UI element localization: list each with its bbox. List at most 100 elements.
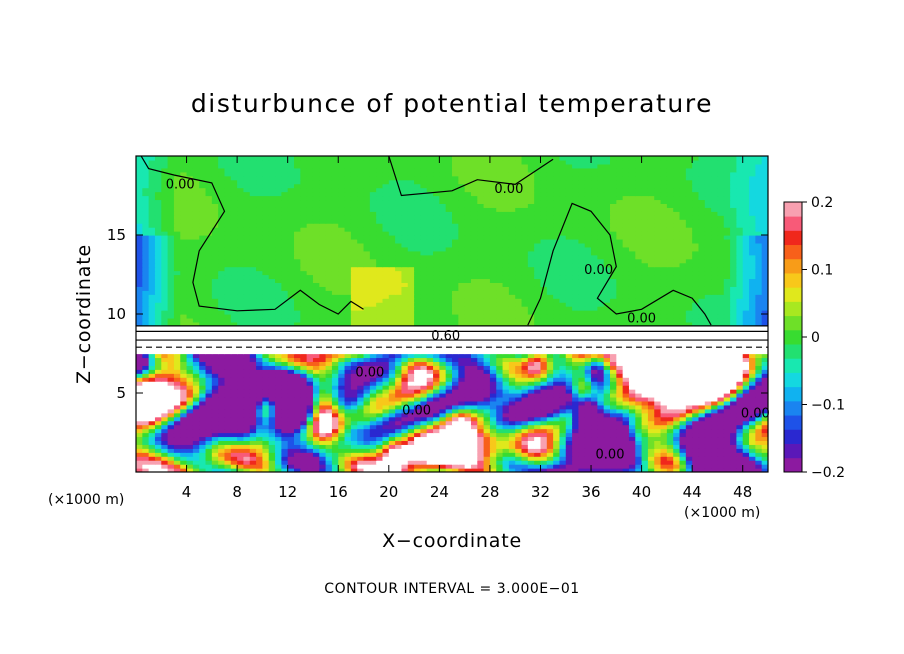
heatmap-cell <box>407 286 415 291</box>
heatmap-cell <box>730 460 737 465</box>
heatmap-cell <box>603 282 611 287</box>
heatmap-cell <box>338 321 346 327</box>
heatmap-cell <box>395 456 403 461</box>
heatmap-cell <box>565 385 573 390</box>
heatmap-cell <box>641 424 649 430</box>
heatmap-cell <box>584 290 592 295</box>
heatmap-cell <box>578 286 586 291</box>
heatmap-cell <box>218 393 226 398</box>
heatmap-cell <box>502 294 510 299</box>
heatmap-cell <box>603 436 611 441</box>
heatmap-cell <box>527 274 535 280</box>
heatmap-cell <box>338 353 346 359</box>
heatmap-cell <box>755 440 763 445</box>
heatmap-cell <box>666 321 674 327</box>
heatmap-cell <box>698 306 706 311</box>
heatmap-cell <box>287 377 295 382</box>
heatmap-cell <box>458 385 466 390</box>
heatmap-cell <box>192 310 200 315</box>
heatmap-cell <box>224 329 232 335</box>
heatmap-cell <box>483 452 491 457</box>
heatmap-cell <box>256 385 263 390</box>
heatmap-cell <box>464 416 472 422</box>
heatmap-cell <box>154 329 162 335</box>
heatmap-cell <box>603 369 611 374</box>
heatmap-cell <box>224 440 232 445</box>
heatmap-cell <box>363 424 371 430</box>
heatmap-cell <box>610 381 617 386</box>
heatmap-cell <box>755 464 763 469</box>
heatmap-cell <box>496 306 504 311</box>
heatmap-cell <box>565 377 573 382</box>
heatmap-cell <box>546 286 554 291</box>
heatmap-cell <box>142 286 150 291</box>
heatmap-cell <box>237 432 245 438</box>
heatmap-cell <box>666 298 674 303</box>
heatmap-cell <box>723 357 731 362</box>
heatmap-cell <box>312 432 320 438</box>
heatmap-cell <box>723 444 731 449</box>
heatmap-cell <box>294 353 301 359</box>
heatmap-cell <box>249 400 257 406</box>
heatmap-cell <box>483 329 491 335</box>
heatmap-cell <box>237 345 245 351</box>
heatmap-cell <box>180 436 188 441</box>
heatmap-cell <box>755 306 763 311</box>
heatmap-cell <box>294 361 301 366</box>
heatmap-cell <box>730 325 737 331</box>
heatmap-cell <box>407 460 415 465</box>
heatmap-cell <box>275 400 282 406</box>
heatmap-cell <box>515 377 523 382</box>
heatmap-cell <box>591 274 598 280</box>
heatmap-cell <box>275 317 282 323</box>
heatmap-cell <box>136 341 143 347</box>
heatmap-cell <box>761 416 768 422</box>
heatmap-cell <box>167 302 175 307</box>
heatmap-cell <box>237 408 245 414</box>
heatmap-cell <box>496 341 504 347</box>
heatmap-cell <box>439 408 447 414</box>
heatmap-cell <box>597 274 605 280</box>
heatmap-cell <box>591 436 598 441</box>
heatmap-cell <box>628 310 636 315</box>
heatmap-cell <box>218 369 226 374</box>
heatmap-cell <box>496 420 504 426</box>
heatmap-cell <box>173 317 181 323</box>
heatmap-cell <box>148 290 156 295</box>
heatmap-cell <box>654 341 662 347</box>
heatmap-cell <box>344 424 352 430</box>
heatmap-cell <box>578 404 586 410</box>
heatmap-cell <box>470 333 478 339</box>
heatmap-cell <box>635 440 643 445</box>
heatmap-cell <box>439 452 447 457</box>
heatmap-cell <box>243 432 251 438</box>
heatmap-cell <box>515 294 523 299</box>
heatmap-cell <box>755 428 763 434</box>
heatmap-cell <box>666 428 674 434</box>
heatmap-cell <box>136 282 143 287</box>
heatmap-cell <box>199 448 207 453</box>
heatmap-cell <box>218 286 226 291</box>
heatmap-cell <box>635 464 643 469</box>
heatmap-cell <box>445 365 453 370</box>
heatmap-cell <box>249 456 257 461</box>
heatmap-cell <box>470 329 478 335</box>
heatmap-cell <box>502 460 510 465</box>
heatmap-cell <box>749 298 756 303</box>
heatmap-cell <box>268 436 276 441</box>
heatmap-cell <box>616 329 624 335</box>
heatmap-cell <box>224 314 232 319</box>
heatmap-cell <box>489 436 497 441</box>
heatmap-cell <box>755 396 763 402</box>
heatmap-cell <box>489 373 497 378</box>
heatmap-cell <box>603 408 611 414</box>
heatmap-cell <box>635 278 643 283</box>
heatmap-cell <box>584 310 592 315</box>
heatmap-cell <box>477 369 485 374</box>
heatmap-cell <box>262 408 270 414</box>
heatmap-cell <box>749 432 756 438</box>
heatmap-cell <box>673 416 681 422</box>
heatmap-cell <box>483 298 491 303</box>
heatmap-cell <box>287 416 295 422</box>
heatmap-cell <box>395 325 403 331</box>
